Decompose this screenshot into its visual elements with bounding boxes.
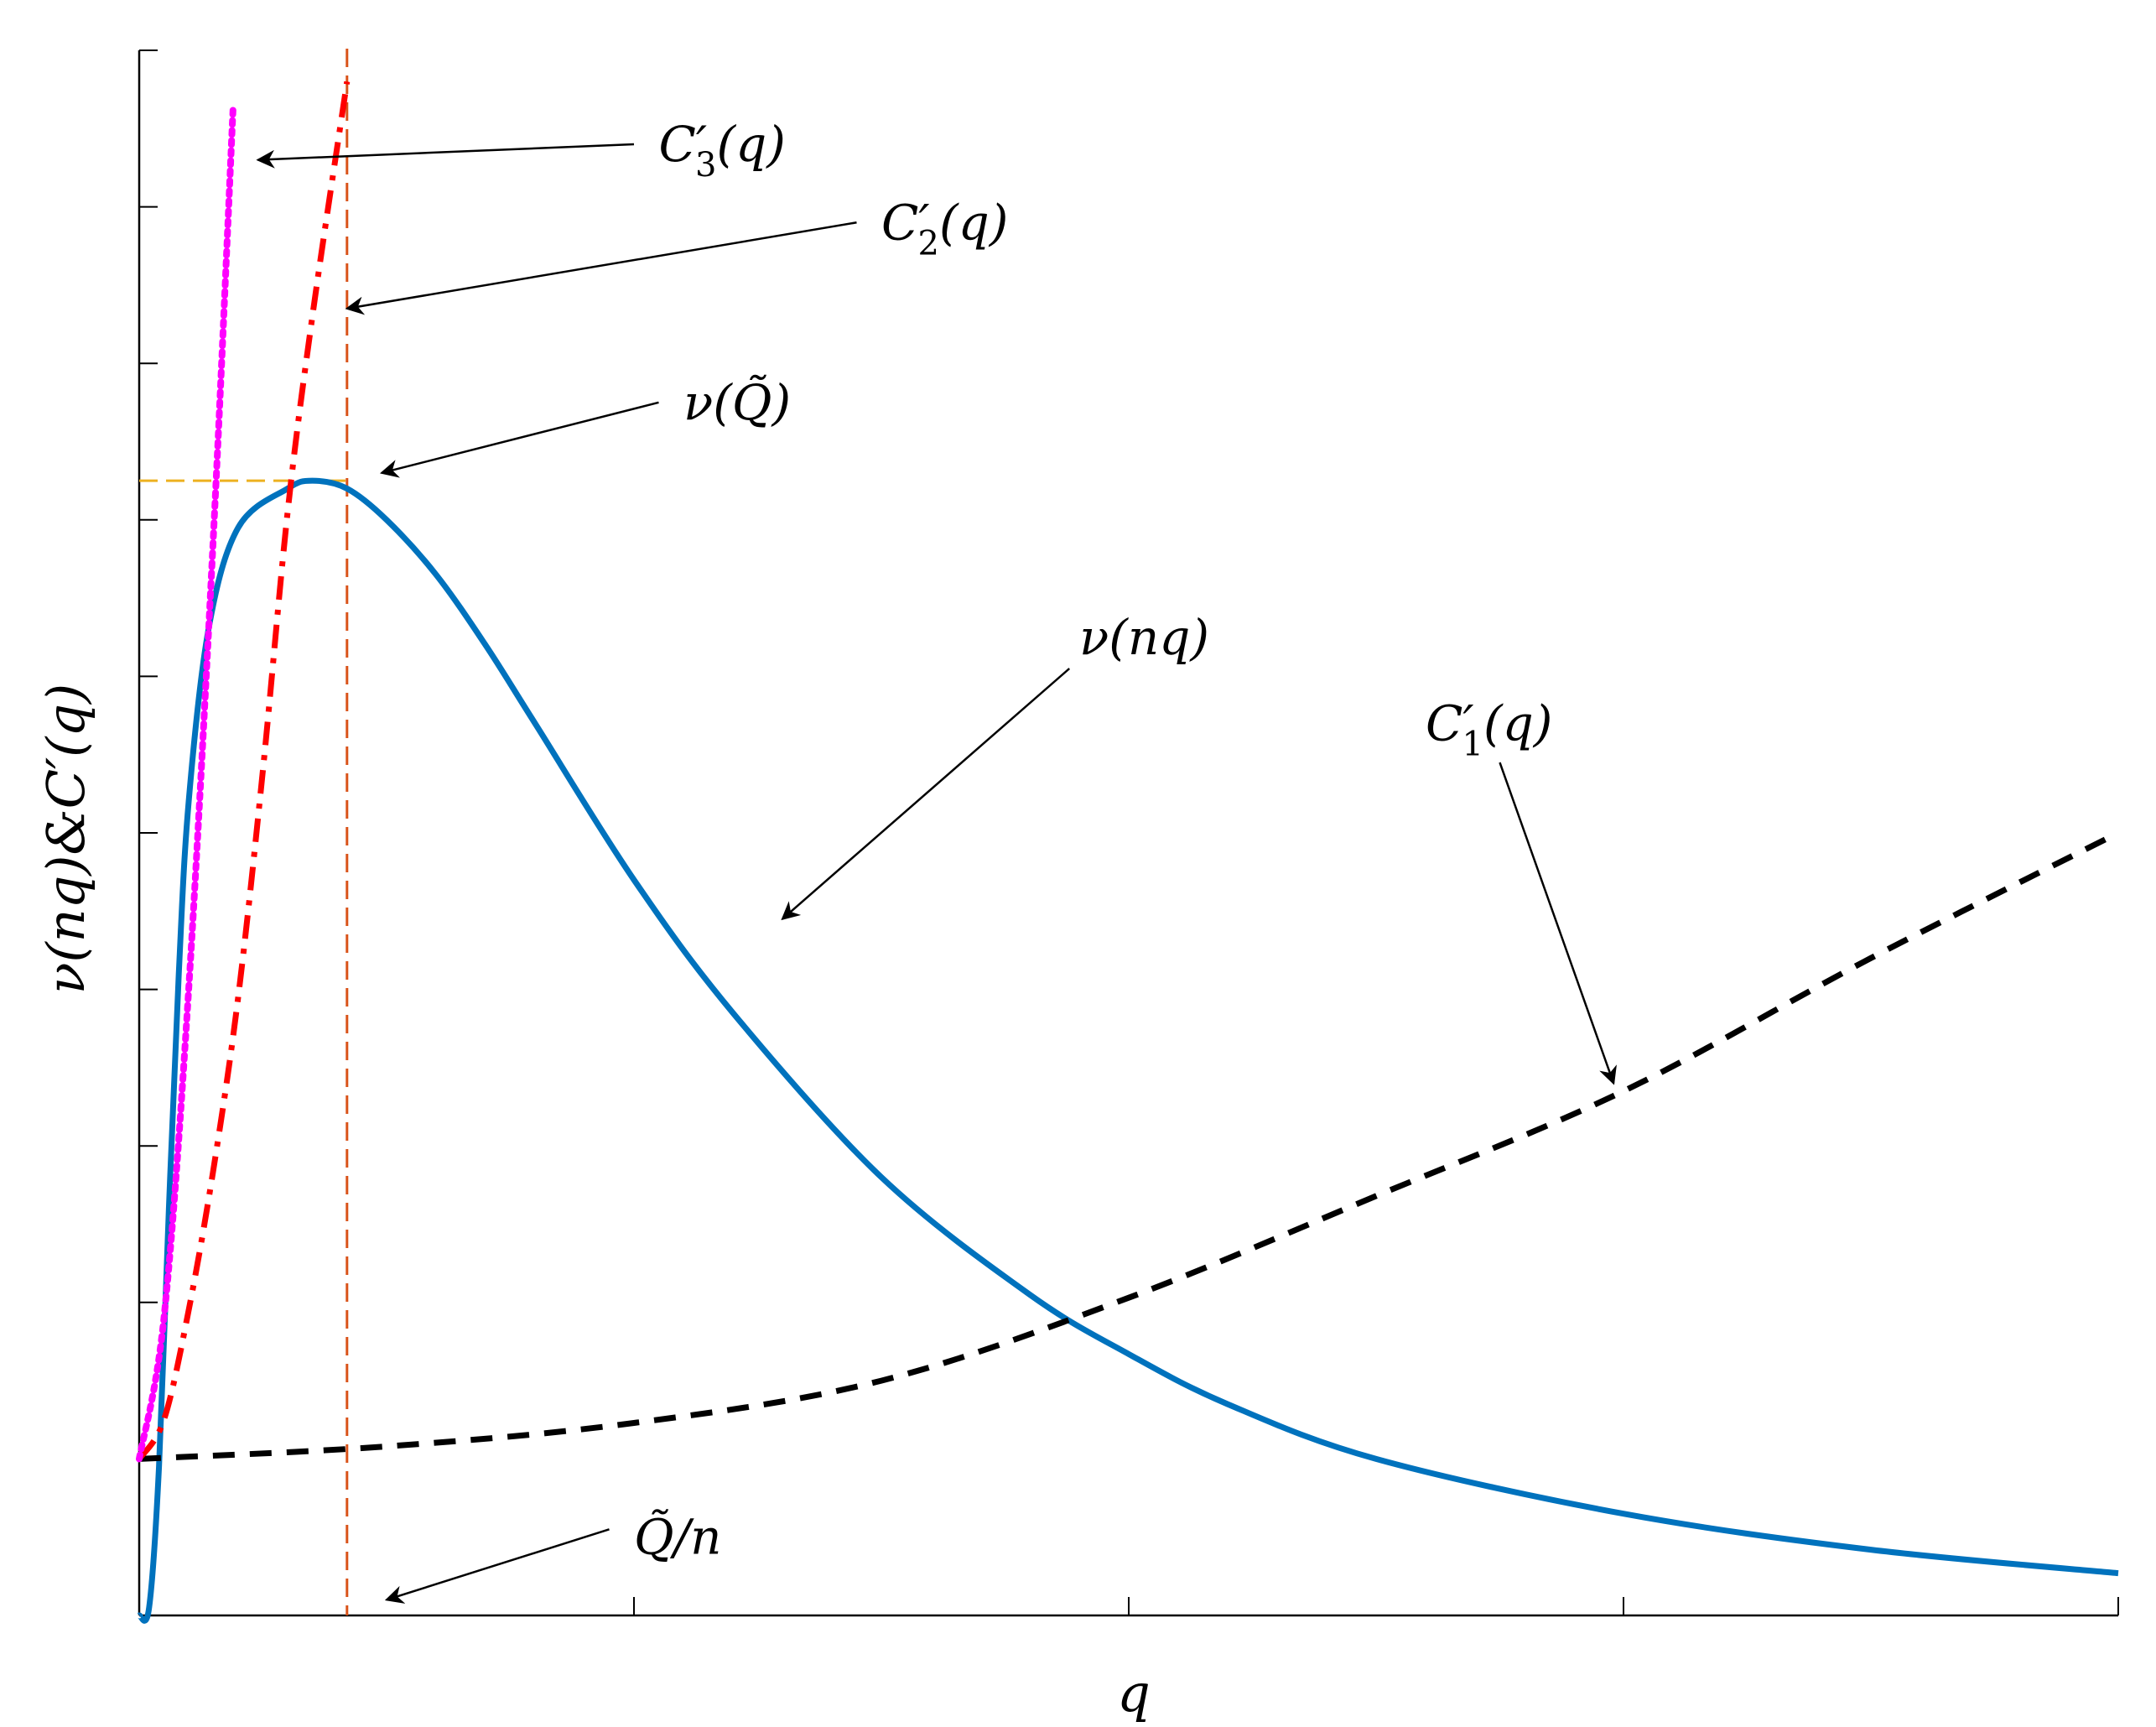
annotation-label-q_tilde: Q̃/n xyxy=(634,1508,721,1566)
annotation-arrow-c3 xyxy=(256,143,635,169)
annotation-label-c1: C′1(q) xyxy=(1426,694,1552,763)
x-axis-label: q xyxy=(1117,1662,1151,1724)
annotation-arrow-q_tilde xyxy=(384,1528,610,1604)
series-c1-line xyxy=(138,830,2120,1462)
series-c2-line xyxy=(137,81,351,1461)
annotation-arrow-nu xyxy=(781,668,1071,921)
annotation-arrow-c1 xyxy=(1499,762,1617,1085)
annotation-label-c3: C′3(q) xyxy=(659,116,786,185)
annotations: C′3(q) C′2(q) ν(Q̃) ν(nq) C′1(q) Q̃/n xyxy=(256,116,1617,1604)
series-c3-line xyxy=(136,101,237,1463)
annotation-arrow-c2 xyxy=(345,221,857,315)
y-axis-label: ν(nq)&C′(q) xyxy=(35,684,96,994)
reference-lines xyxy=(139,49,349,1615)
series-nu-line xyxy=(136,477,2119,1624)
annotation-label-c2: C′2(q) xyxy=(881,194,1008,263)
annotation-label-nu: ν(nq) xyxy=(1079,609,1209,666)
annotation-arrow-nu_q xyxy=(379,401,659,478)
axes xyxy=(138,49,2119,1617)
annotation-label-nu_q: ν(Q̃) xyxy=(683,373,791,431)
plot-series xyxy=(136,81,2120,1624)
